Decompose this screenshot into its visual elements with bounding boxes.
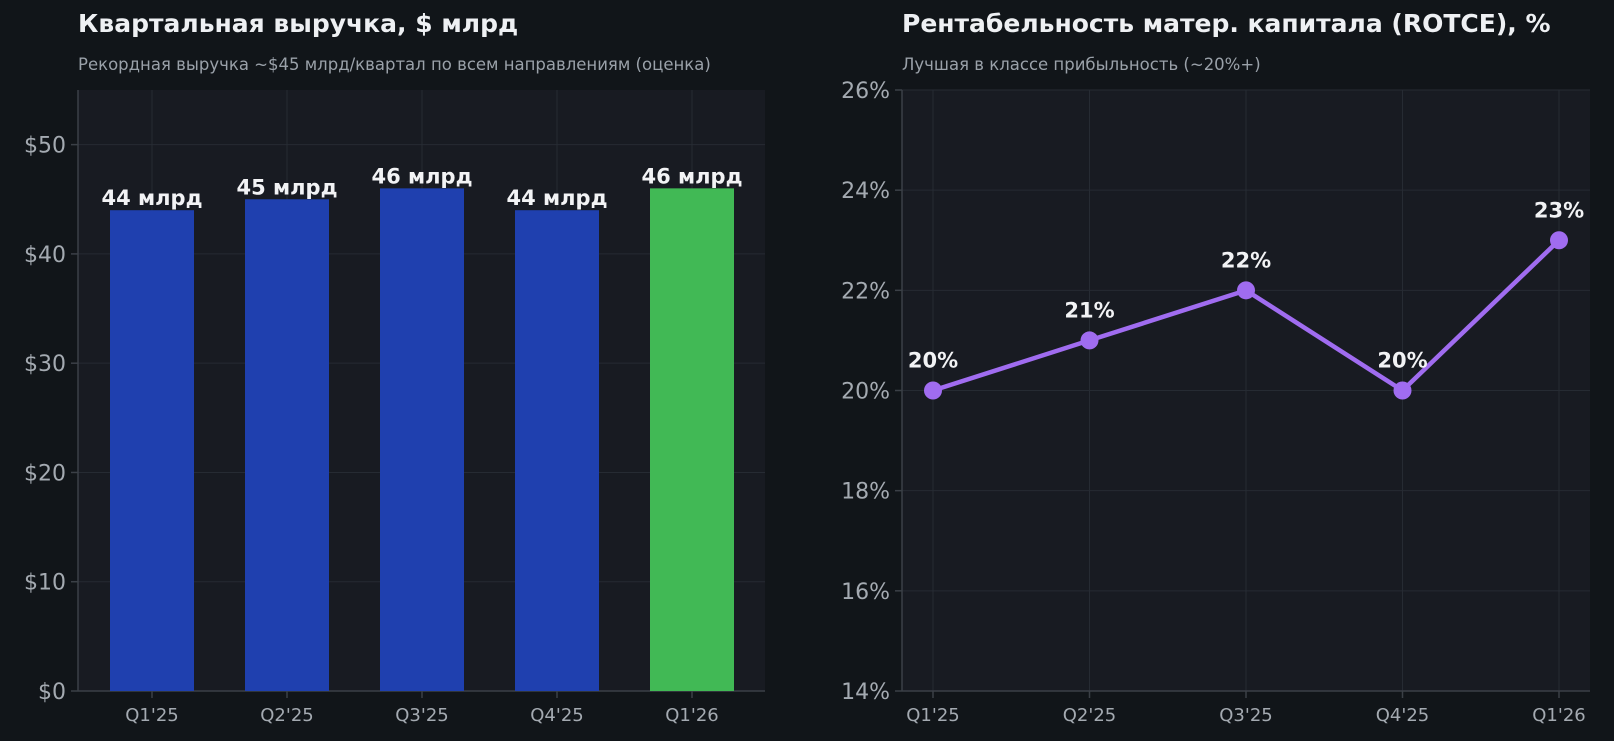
rotce-ytick-label: 16%	[841, 580, 890, 605]
revenue-ytick-label: $20	[24, 461, 66, 486]
rotce-data-label: 20%	[908, 349, 958, 373]
rotce-ytick-label: 24%	[841, 179, 890, 204]
revenue-xtick-label: Q3'25	[395, 705, 448, 726]
rotce-data-point	[924, 381, 942, 400]
revenue-data-label: 45 млрд	[236, 175, 337, 199]
revenue-xtick-label: Q1'25	[125, 705, 178, 726]
rotce-data-point	[1080, 331, 1099, 350]
rotce-ytick-label: 18%	[841, 480, 890, 505]
revenue-ytick-label: $0	[38, 680, 66, 705]
revenue-bar	[650, 188, 734, 691]
revenue-ytick-label: $50	[24, 134, 66, 159]
rotce-ytick-label: 22%	[841, 279, 890, 304]
rotce-data-label: 20%	[1377, 349, 1427, 373]
revenue-data-label: 44 млрд	[506, 186, 607, 210]
rotce-chart-subtitle: Лучшая в классе прибыльность (~20%+)	[902, 55, 1261, 74]
chart-text: $0 $10 $20 $30 $40 $50 Q1'25 Q2'25 Q3'25 Q4'25 Q1'…	[24, 79, 1586, 726]
revenue-chart-title: Квартальная выручка, $ млрд	[78, 9, 519, 38]
rotce-data-label: 22%	[1221, 248, 1271, 272]
revenue-bar	[110, 210, 194, 691]
revenue-data-label: 46 млрд	[641, 164, 742, 188]
rotce-data-point	[1550, 231, 1568, 250]
rotce-xtick-label: Q1'25	[906, 705, 959, 726]
revenue-bar	[380, 188, 464, 691]
rotce-ytick-label: 20%	[841, 380, 890, 405]
revenue-xtick-label: Q2'25	[260, 705, 313, 726]
rotce-xtick-label: Q1'26	[1532, 705, 1585, 726]
revenue-ytick-label: $10	[24, 571, 66, 596]
rotce-data-label: 21%	[1064, 298, 1114, 322]
rotce-xtick-label: Q3'25	[1219, 705, 1272, 726]
rotce-data-point	[1393, 381, 1412, 400]
rotce-xtick-label: Q2'25	[1063, 705, 1116, 726]
revenue-bar	[245, 199, 329, 692]
revenue-ytick-label: $30	[24, 352, 66, 377]
revenue-ytick-label: $40	[24, 243, 66, 268]
rotce-ytick-label: 26%	[841, 79, 890, 104]
rotce-chart-title: Рентабельность матер. капитала (ROTCE), …	[902, 9, 1551, 38]
rotce-xtick-label: Q4'25	[1376, 705, 1429, 726]
revenue-chart-subtitle: Рекордная выручка ~$45 млрд/квартал по в…	[78, 55, 711, 74]
rotce-data-point	[1237, 281, 1255, 300]
chart-marks	[110, 188, 1568, 692]
revenue-xtick-label: Q1'26	[665, 705, 718, 726]
revenue-data-label: 44 млрд	[101, 186, 202, 210]
rotce-data-label: 23%	[1534, 198, 1584, 222]
rotce-ytick-label: 14%	[841, 680, 890, 705]
revenue-bar	[515, 210, 599, 691]
revenue-data-label: 46 млрд	[371, 164, 472, 188]
revenue-xtick-label: Q4'25	[530, 705, 583, 726]
